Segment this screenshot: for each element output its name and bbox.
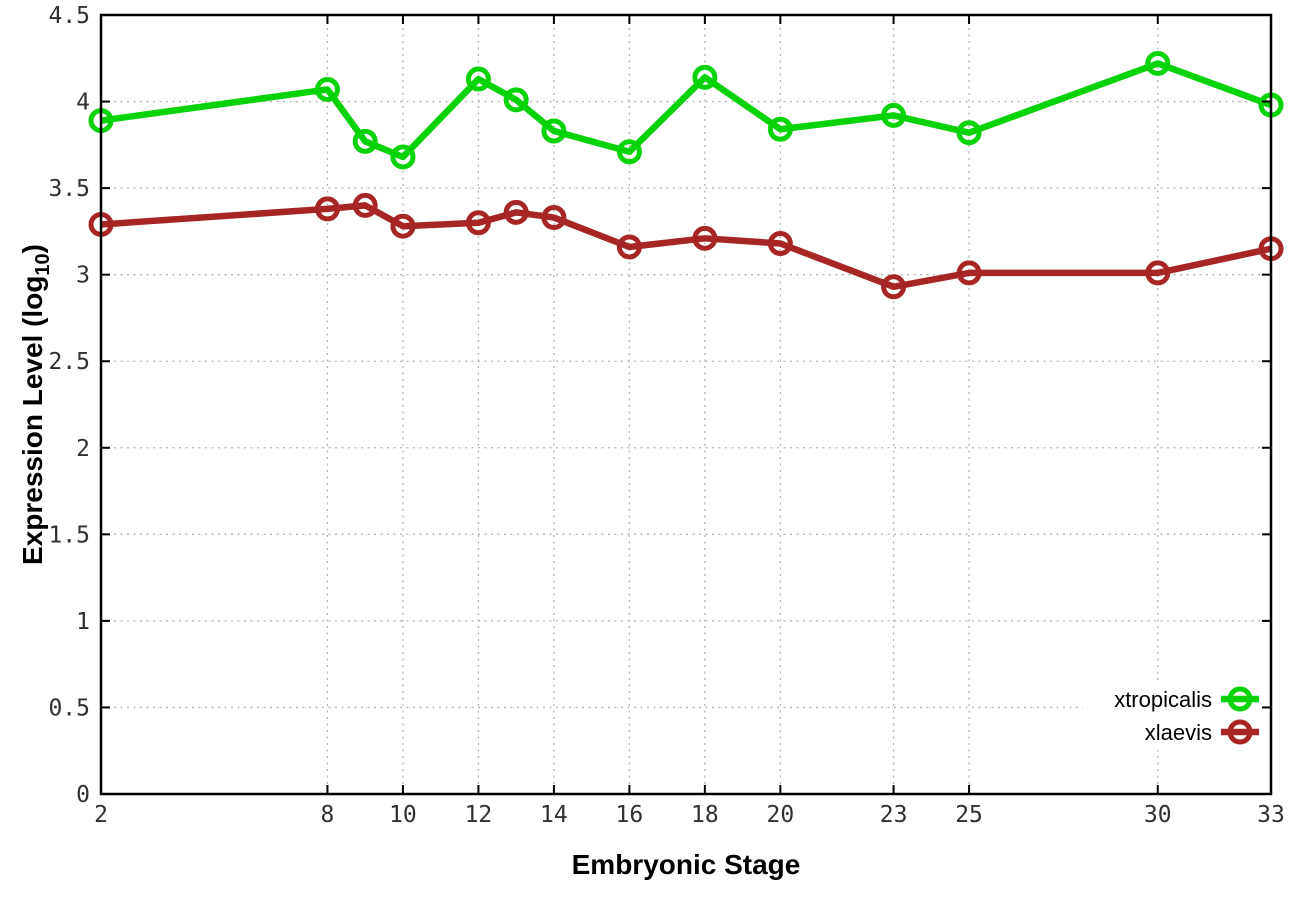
legend-entry-xlaevis: xlaevis xyxy=(1145,719,1259,745)
y-tick-label: 2 xyxy=(76,436,90,462)
data-point-xlaevis xyxy=(503,199,529,225)
data-point-xlaevis xyxy=(956,260,982,286)
data-point-xtropicalis xyxy=(541,118,567,144)
data-point-xtropicalis xyxy=(1145,50,1171,76)
tick-marks xyxy=(100,14,1272,795)
y-tick-label: 1.5 xyxy=(48,522,90,548)
grid-lines xyxy=(101,15,1271,794)
y-tick-label: 2.5 xyxy=(48,349,90,375)
y-tick-label: 1 xyxy=(76,609,90,635)
y-tick-label: 0.5 xyxy=(48,695,90,721)
x-tick-label: 18 xyxy=(691,802,719,828)
x-axis-title: Embryonic Stage xyxy=(572,849,801,880)
series-line-xtropicalis xyxy=(100,60,1273,161)
x-tick-label: 33 xyxy=(1257,802,1285,828)
x-tick-label: 16 xyxy=(616,802,644,828)
data-point-xtropicalis xyxy=(956,120,982,146)
data-point-xlaevis xyxy=(616,234,642,260)
legend-label-xlaevis: xlaevis xyxy=(1145,720,1212,745)
x-tick-label: 30 xyxy=(1144,802,1172,828)
data-point-xlaevis xyxy=(1145,260,1171,286)
x-tick-label: 10 xyxy=(389,802,417,828)
y-tick-label: 4.5 xyxy=(48,3,90,29)
legend-label-xtropicalis: xtropicalis xyxy=(1114,687,1212,712)
legend: xtropicalis xlaevis xyxy=(1114,686,1259,745)
legend-entry-xtropicalis: xtropicalis xyxy=(1114,686,1259,712)
series-line-xlaevis xyxy=(100,202,1272,291)
y-tick-label: 0 xyxy=(76,782,90,808)
data-point-xtropicalis xyxy=(390,144,416,170)
data-point-xtropicalis xyxy=(616,139,642,165)
x-tick-label: 12 xyxy=(465,802,493,828)
x-tick-label: 25 xyxy=(955,802,983,828)
data-point-xlaevis xyxy=(692,225,718,251)
data-point-xlaevis xyxy=(352,192,378,218)
data-point-xlaevis xyxy=(541,205,567,231)
data-point-xlaevis xyxy=(390,213,416,239)
data-point-xlaevis xyxy=(767,231,793,257)
x-tick-label: 2 xyxy=(94,802,108,828)
data-point-xtropicalis xyxy=(767,116,793,142)
x-tick-label: 23 xyxy=(880,802,908,828)
tick-labels: 2 8 10 12 14 16 18 20 23 25 30 33 0 0.5 1 1.5 2 2.5 3 3.5 4 4… xyxy=(48,3,1284,828)
data-point-xtropicalis xyxy=(314,76,340,102)
y-axis-title: Expression Level (log10) xyxy=(17,244,54,565)
x-tick-label: 8 xyxy=(321,802,335,828)
plot-border xyxy=(99,13,1273,796)
y-tick-label: 3.5 xyxy=(48,176,90,202)
y-tick-label: 3 xyxy=(76,263,90,289)
data-point-xlaevis xyxy=(881,274,907,300)
x-tick-label: 14 xyxy=(540,802,568,828)
data-point-xtropicalis xyxy=(352,128,378,154)
data-point-xtropicalis xyxy=(881,102,907,128)
legend-sample-marker-xlaevis xyxy=(1227,719,1253,745)
data-point-xtropicalis xyxy=(465,66,491,92)
data-point-xlaevis xyxy=(465,210,491,236)
x-tick-label: 20 xyxy=(767,802,795,828)
y-tick-label: 4 xyxy=(76,90,90,116)
legend-sample-marker-xtropicalis xyxy=(1227,686,1253,712)
series-xlaevis xyxy=(88,192,1284,300)
data-point-xtropicalis xyxy=(692,64,718,90)
data-point-xlaevis xyxy=(314,196,340,222)
series-xtropicalis xyxy=(88,50,1284,170)
data-point-xtropicalis xyxy=(503,87,529,113)
